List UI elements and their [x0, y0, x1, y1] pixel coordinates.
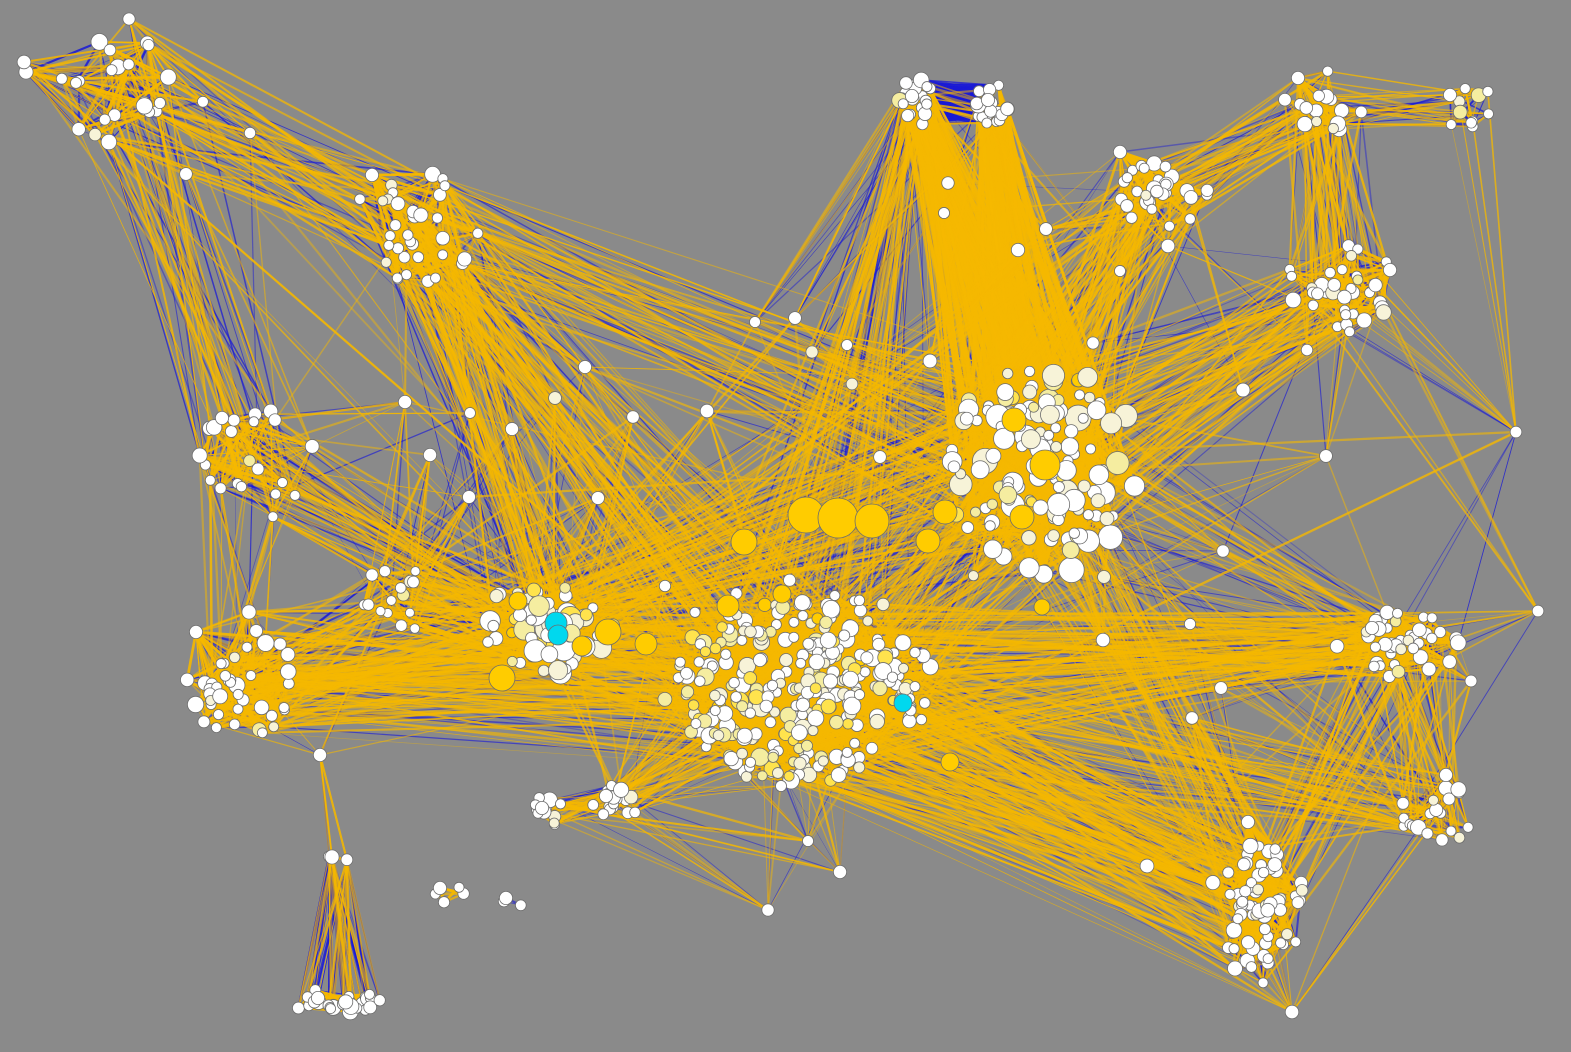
graph-edge [760, 151, 1121, 643]
graph-edge [108, 141, 201, 456]
graph-edge [1165, 104, 1301, 167]
graph-edge [1349, 331, 1517, 433]
graph-edge [811, 82, 907, 353]
graph-edge [159, 102, 255, 422]
graph-edge [620, 789, 769, 911]
graph-edge [560, 803, 769, 911]
graph-edge [627, 812, 769, 911]
graph-edge [1395, 431, 1517, 646]
graph-edge [108, 141, 222, 489]
graph-edge [444, 185, 1010, 422]
